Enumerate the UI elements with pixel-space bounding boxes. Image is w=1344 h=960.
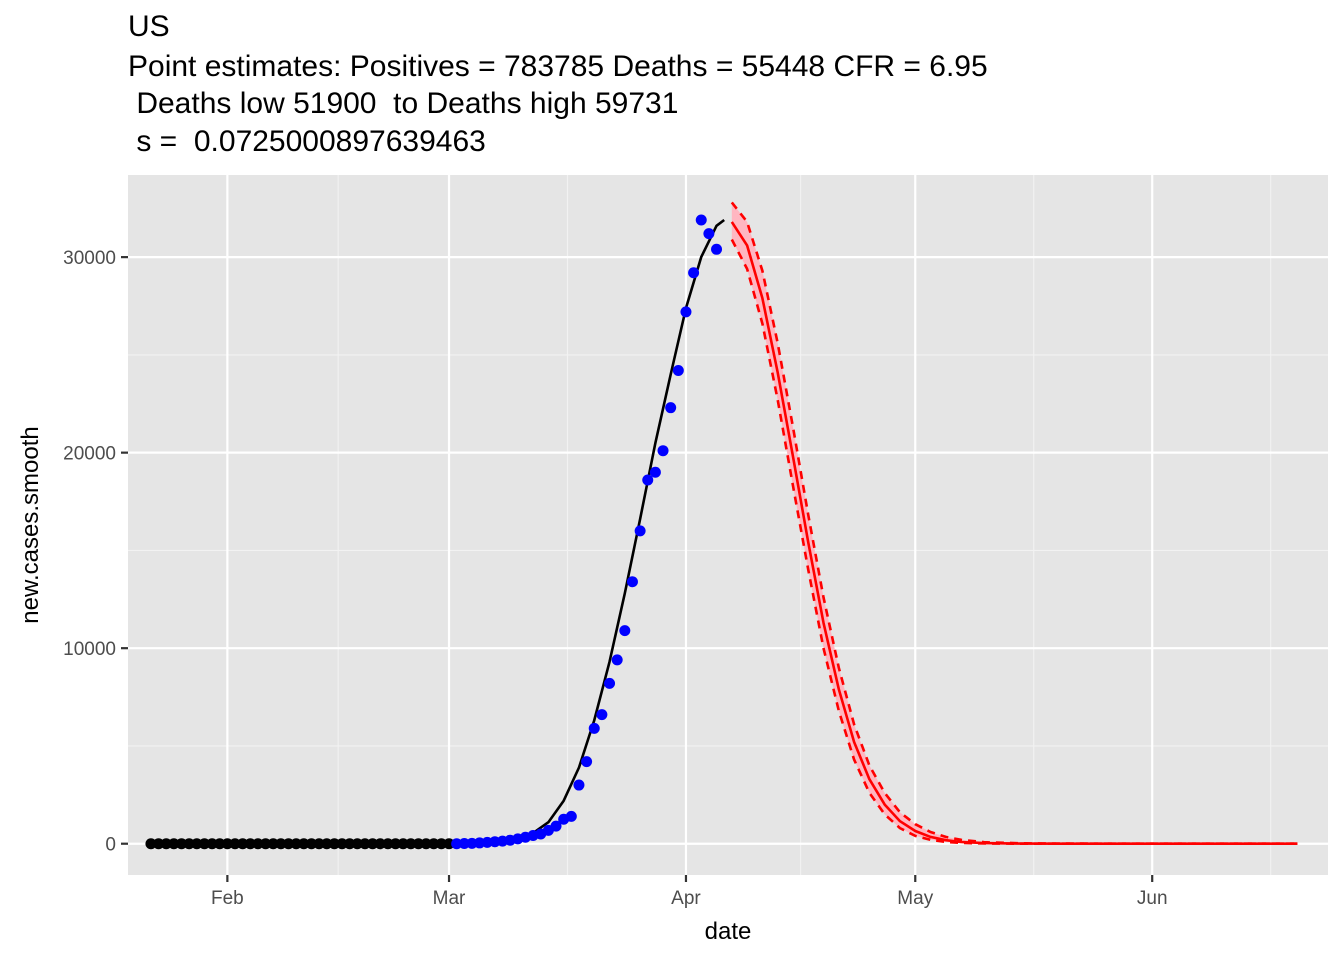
title-line-3: Deaths low 51900 to Deaths high 59731 xyxy=(128,87,679,120)
x-tick-label: Jun xyxy=(1137,888,1168,909)
data-point xyxy=(581,756,593,768)
data-point xyxy=(695,214,707,226)
data-point-zero xyxy=(221,838,233,850)
data-point-zero xyxy=(344,838,356,850)
data-point-zero xyxy=(405,838,417,850)
data-point xyxy=(649,466,661,478)
data-point xyxy=(703,228,715,240)
data-point-zero xyxy=(206,838,218,850)
data-point-zero xyxy=(275,838,287,850)
data-point-zero xyxy=(359,838,371,850)
data-point-zero xyxy=(237,838,249,850)
y-tick-label: 0 xyxy=(105,835,116,856)
data-point-zero xyxy=(298,838,310,850)
data-point-zero xyxy=(214,838,226,850)
forecast-bound-line xyxy=(730,238,1298,845)
data-point-zero xyxy=(267,838,279,850)
data-point xyxy=(550,820,562,832)
data-point-zero xyxy=(168,838,180,850)
data-point-zero xyxy=(145,838,157,850)
data-point-zero xyxy=(374,838,386,850)
data-point-zero xyxy=(397,838,409,850)
data-point xyxy=(680,306,692,318)
data-point-zero xyxy=(390,838,402,850)
data-point-zero xyxy=(183,838,195,850)
data-point xyxy=(596,709,608,721)
data-point-zero xyxy=(420,838,432,850)
data-point xyxy=(611,654,623,666)
data-point xyxy=(619,625,631,637)
data-point-zero xyxy=(428,838,440,850)
y-tick-label: 20000 xyxy=(63,444,116,465)
data-point-zero xyxy=(153,838,165,850)
data-point-zero xyxy=(290,838,302,850)
data-point-zero xyxy=(382,838,394,850)
data-point xyxy=(588,722,600,734)
data-point-zero xyxy=(198,838,210,850)
data-point xyxy=(626,576,638,588)
y-tick-label: 30000 xyxy=(63,248,116,269)
data-point-zero xyxy=(313,838,325,850)
data-point xyxy=(573,779,585,791)
data-point xyxy=(565,810,577,822)
data-point-zero xyxy=(191,838,203,850)
data-point xyxy=(634,525,646,537)
y-tick-label: 10000 xyxy=(63,639,116,660)
data-point-zero xyxy=(367,838,379,850)
data-point-zero xyxy=(435,838,447,850)
title-line-2: Point estimates: Positives = 783785 Deat… xyxy=(128,50,988,83)
data-point-zero xyxy=(229,838,241,850)
data-point-zero xyxy=(160,838,172,850)
data-point-zero xyxy=(443,838,455,850)
data-point-zero xyxy=(336,838,348,850)
data-point-zero xyxy=(283,838,295,850)
data-point-zero xyxy=(244,838,256,850)
data-point xyxy=(604,677,616,689)
x-tick-label: May xyxy=(897,888,933,909)
data-point-zero xyxy=(321,838,333,850)
data-point-zero xyxy=(328,838,340,850)
data-point xyxy=(711,243,723,255)
data-point xyxy=(657,445,669,457)
title-line-4: s = 0.0725000897639463 xyxy=(128,125,486,158)
y-axis-label: new.cases.smooth xyxy=(17,426,44,623)
plot-panel xyxy=(128,175,1328,875)
x-tick-label: Feb xyxy=(211,888,244,909)
data-point xyxy=(458,838,470,850)
data-point-zero xyxy=(260,838,272,850)
data-point xyxy=(642,474,654,486)
data-point xyxy=(672,365,684,377)
data-point xyxy=(451,838,463,850)
data-point-zero xyxy=(351,838,363,850)
data-point xyxy=(665,402,677,414)
title-line-1: US xyxy=(128,10,170,43)
x-axis-label: date xyxy=(705,918,752,945)
data-point-zero xyxy=(305,838,317,850)
x-tick-label: Apr xyxy=(671,888,701,909)
data-point-zero xyxy=(412,838,424,850)
data-point-zero xyxy=(176,838,188,850)
data-point xyxy=(688,267,700,279)
data-point-zero xyxy=(252,838,264,850)
x-tick-label: Mar xyxy=(433,888,466,909)
